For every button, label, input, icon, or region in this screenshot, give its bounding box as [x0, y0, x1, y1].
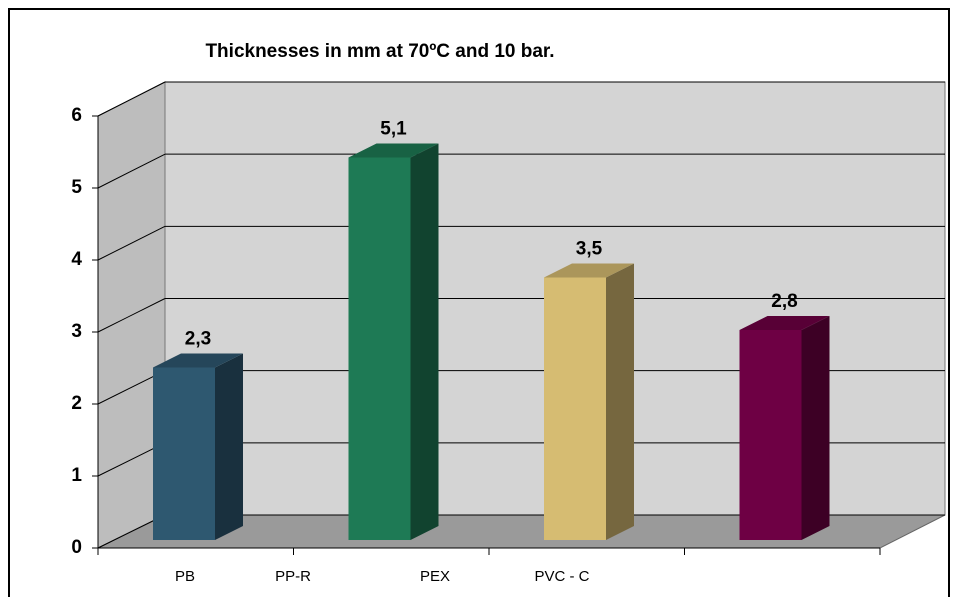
grid-line — [97, 225, 166, 261]
bar — [348, 157, 411, 540]
value-label: 3,5 — [576, 239, 603, 260]
x-tick-label: PEX — [420, 568, 450, 585]
value-label: 5,1 — [380, 119, 407, 140]
grid-line — [97, 81, 166, 117]
y-tick-label: 5 — [71, 177, 82, 198]
x-tick-label: PB — [175, 568, 195, 585]
x-tick-label: PP-R — [275, 568, 311, 585]
bar-side — [410, 143, 439, 540]
grid-line — [97, 298, 166, 333]
bar-top — [544, 263, 634, 278]
bar-side — [606, 263, 634, 540]
y-tick-label: 3 — [71, 321, 82, 342]
value-label: 2,3 — [185, 329, 211, 350]
bar-top — [153, 353, 243, 368]
bar — [739, 330, 802, 540]
bar — [544, 277, 606, 540]
grid-line — [97, 153, 166, 189]
bar-top — [348, 143, 439, 158]
y-tick-label: 4 — [71, 249, 82, 270]
y-tick-label: 0 — [71, 537, 82, 558]
y-tick-label: 1 — [71, 465, 82, 486]
value-label: 2,8 — [771, 291, 797, 312]
y-tick-label: 6 — [71, 105, 82, 126]
bar-side — [801, 316, 830, 540]
y-tick-label: 2 — [71, 393, 82, 414]
bar-side — [215, 353, 243, 540]
bar — [153, 367, 215, 540]
x-tick-label: PVC - C — [534, 568, 589, 585]
chart-title: Thicknesses in mm at 70ºC and 10 bar. — [205, 41, 554, 62]
bar-top — [739, 316, 830, 330]
